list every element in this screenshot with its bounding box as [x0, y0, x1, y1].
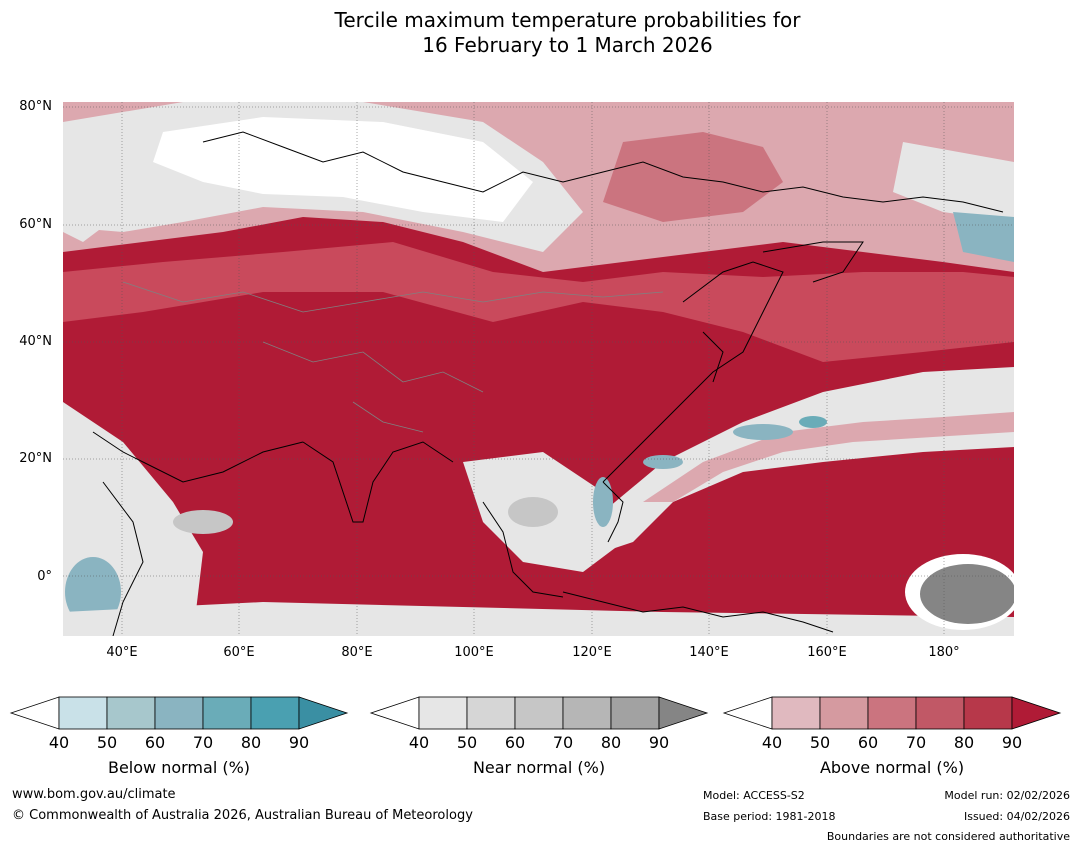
graticule	[63, 102, 1014, 636]
africa-coast	[102, 481, 144, 636]
arctic-white	[153, 117, 533, 222]
arctic-coast	[202, 131, 1004, 213]
below-tick-80: 80	[240, 733, 262, 752]
legend-title-near: Near normal (%)	[472, 758, 606, 777]
lon-label-80e: 80°E	[341, 645, 373, 660]
near-tick-70: 70	[552, 733, 574, 752]
above-tick-80: 80	[953, 733, 975, 752]
below-tick-70: 70	[192, 733, 214, 752]
south-pacific-grey	[920, 564, 1014, 624]
above-tick-60: 60	[857, 733, 879, 752]
japan-coast	[702, 331, 724, 383]
above-tick-50: 50	[809, 733, 831, 752]
lon-label-120e: 120°E	[572, 645, 612, 660]
pacific-near-band	[603, 367, 1014, 552]
title-line-2: 16 February to 1 March 2026	[422, 33, 713, 57]
philippines-coast	[602, 481, 624, 543]
above-tick-90: 90	[1001, 733, 1023, 752]
scandinavia-near	[63, 142, 123, 242]
copyright-text: © Commonwealth of Australia 2026, Austra…	[12, 808, 473, 823]
lat-label-80n: 80°N	[19, 99, 52, 114]
lon-label-100e: 100°E	[454, 645, 494, 660]
lon-label-60e: 60°E	[223, 645, 255, 660]
pacific-below-2	[643, 455, 683, 469]
near-tick-50: 50	[456, 733, 478, 752]
near-tick-80: 80	[600, 733, 622, 752]
model-name: Model: ACCESS-S2	[703, 789, 805, 802]
arabia-coast	[92, 431, 304, 483]
arabian-sea-grey	[173, 510, 233, 534]
indonesia-coast	[562, 591, 834, 633]
se-asia-grey	[508, 497, 558, 527]
east-asia-coast	[602, 261, 784, 483]
sea-of-okhotsk-coast	[762, 241, 864, 283]
boundaries-disclaimer: Boundaries are not considered authoritat…	[826, 830, 1070, 843]
coastlines	[92, 131, 1004, 636]
lon-label-140e: 140°E	[689, 645, 729, 660]
lat-label-0: 0°	[37, 569, 52, 584]
philippines-below	[593, 477, 613, 527]
legend-near	[369, 696, 709, 730]
legend-title-below: Below normal (%)	[107, 758, 251, 777]
title-line-1: Tercile maximum temperature probabilitie…	[334, 8, 801, 32]
south-near-band	[63, 602, 1014, 636]
legend-above	[722, 696, 1062, 730]
midlat-red-band	[63, 242, 1014, 362]
lat-label-60n: 60°N	[19, 217, 52, 232]
northeast-near	[893, 142, 1014, 222]
website-link[interactable]: www.bom.gov.au/climate	[12, 787, 176, 802]
map-canvas	[63, 102, 1014, 636]
probability-map	[63, 102, 1014, 636]
pacific-below-1	[733, 424, 793, 440]
political-borders	[122, 281, 664, 433]
india-coast	[302, 441, 454, 523]
model-run-date: Model run: 02/02/2026	[944, 789, 1070, 802]
below-tick-50: 50	[96, 733, 118, 752]
lat-label-20n: 20°N	[19, 451, 52, 466]
lat-label-40n: 40°N	[19, 334, 52, 349]
below-tick-40: 40	[48, 733, 70, 752]
above-tick-70: 70	[905, 733, 927, 752]
legend-title-above: Above normal (%)	[819, 758, 965, 777]
malay-coast	[482, 501, 564, 598]
base-period: Base period: 1981-2018	[703, 810, 836, 823]
border-central-asia	[262, 341, 484, 393]
map-title: Tercile maximum temperature probabilitie…	[0, 8, 1081, 58]
border-south-asia	[352, 401, 424, 433]
above-tick-40: 40	[761, 733, 783, 752]
near-tick-60: 60	[504, 733, 526, 752]
pacific-below-3	[799, 416, 827, 428]
border-russia-south	[122, 281, 664, 313]
legend-colorbars	[9, 696, 1062, 730]
africa-below	[65, 557, 121, 627]
lon-label-180: 180°	[928, 645, 960, 660]
below-tick-90: 90	[288, 733, 310, 752]
northeast-below	[953, 212, 1014, 262]
east-siberia-red	[603, 132, 783, 222]
near-tick-90: 90	[648, 733, 670, 752]
lon-label-160e: 160°E	[807, 645, 847, 660]
lon-label-40e: 40°E	[106, 645, 138, 660]
legend-below	[9, 696, 349, 730]
below-tick-60: 60	[144, 733, 166, 752]
issued-date: Issued: 04/02/2026	[963, 810, 1070, 823]
pacific-pale-streak	[643, 412, 1014, 502]
near-tick-40: 40	[408, 733, 430, 752]
